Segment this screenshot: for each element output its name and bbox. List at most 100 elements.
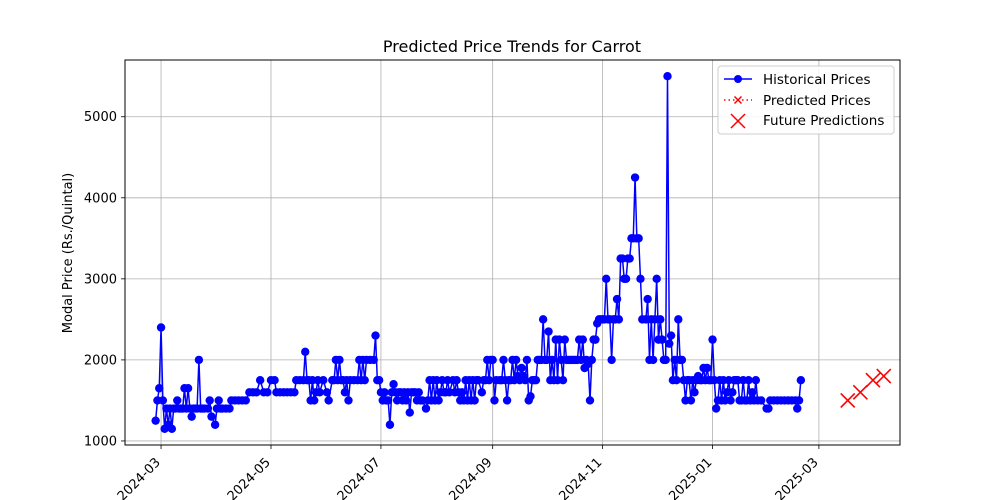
historical-price-point bbox=[255, 375, 265, 385]
historical-price-point bbox=[183, 384, 193, 393]
historical-price-point bbox=[686, 396, 696, 405]
legend-historical-marker bbox=[734, 75, 742, 83]
historical-price-point bbox=[621, 274, 631, 284]
historical-price-point bbox=[711, 404, 721, 413]
historical-price-point bbox=[796, 375, 806, 385]
historical-price-point bbox=[214, 396, 223, 405]
historical-price-point bbox=[434, 396, 443, 405]
historical-price-point bbox=[511, 355, 521, 365]
historical-price-point bbox=[677, 355, 687, 365]
historical-price-point bbox=[457, 388, 467, 397]
y-tick-label: 2000 bbox=[84, 353, 117, 368]
historical-price-point bbox=[607, 355, 616, 365]
future-layer bbox=[840, 368, 892, 408]
historical-price-point bbox=[744, 375, 753, 385]
historical-price-point bbox=[726, 396, 735, 405]
historical-price-point bbox=[625, 254, 634, 263]
historical-price-point bbox=[322, 388, 332, 397]
historical-price-point bbox=[167, 424, 177, 433]
historical-price-point bbox=[520, 375, 530, 385]
historical-price-point bbox=[585, 396, 595, 405]
future-prediction-marker bbox=[876, 368, 892, 384]
historical-price-point bbox=[421, 404, 431, 413]
grid-lines bbox=[125, 60, 900, 445]
historical-price-point bbox=[414, 388, 423, 397]
future-prediction-marker bbox=[865, 372, 881, 388]
historical-price-point bbox=[558, 375, 568, 385]
historical-price-point bbox=[263, 388, 272, 397]
historical-price-point bbox=[665, 339, 674, 348]
historical-price-point bbox=[380, 388, 389, 397]
historical-price-point bbox=[360, 375, 369, 385]
historical-price-point bbox=[499, 355, 508, 365]
historical-price-point bbox=[672, 375, 681, 385]
historical-price-point bbox=[643, 294, 652, 304]
historical-price-point bbox=[614, 315, 624, 324]
historical-price-point bbox=[371, 331, 380, 340]
historical-price-point bbox=[173, 396, 182, 405]
historical-price-point bbox=[335, 355, 344, 365]
historical-price-point bbox=[389, 380, 398, 389]
historical-price-point bbox=[484, 375, 494, 385]
historical-price-point bbox=[151, 416, 160, 425]
historical-price-point bbox=[374, 375, 384, 385]
historical-price-point bbox=[156, 323, 166, 332]
historical-price-point bbox=[657, 335, 667, 344]
historical-price-point bbox=[205, 396, 214, 405]
legend: Historical Prices Predicted Prices Futur… bbox=[717, 65, 895, 135]
legend-predicted-label: Predicted Prices bbox=[763, 93, 871, 109]
historical-price-point bbox=[522, 355, 532, 365]
historical-price-point bbox=[663, 72, 672, 81]
historical-price-point bbox=[517, 363, 526, 373]
historical-price-point bbox=[674, 315, 683, 324]
y-tick-label: 1000 bbox=[84, 434, 117, 449]
historical-price-point bbox=[661, 355, 670, 365]
historical-price-point bbox=[344, 396, 353, 405]
historical-price-point bbox=[210, 420, 220, 429]
historical-price-point bbox=[764, 404, 773, 413]
historical-price-point bbox=[794, 396, 804, 405]
historical-price-point bbox=[315, 388, 324, 397]
historical-price-point bbox=[194, 355, 204, 365]
legend-predicted-marker bbox=[733, 95, 743, 105]
historical-price-point bbox=[310, 396, 319, 405]
y-tick-label: 4000 bbox=[84, 191, 117, 206]
historical-price-point bbox=[560, 335, 569, 344]
historical-price-point bbox=[587, 355, 596, 365]
plot-area-frame bbox=[124, 59, 901, 446]
historical-price-point bbox=[544, 327, 553, 336]
historical-price-point bbox=[241, 396, 250, 405]
historical-price-point bbox=[793, 404, 802, 413]
historical-price-point bbox=[369, 355, 378, 365]
historical-price-point bbox=[319, 375, 328, 385]
legend-future-label: Future Predictions bbox=[763, 113, 884, 129]
historical-price-point bbox=[630, 173, 640, 182]
historical-price-point bbox=[666, 331, 676, 340]
historical-price-point bbox=[225, 404, 234, 413]
historical-price-point bbox=[612, 294, 622, 304]
historical-price-point bbox=[270, 375, 279, 385]
historical-price-point bbox=[290, 388, 299, 397]
chart-title: Predicted Price Trends for Carrot bbox=[383, 37, 641, 56]
historical-price-point bbox=[490, 396, 499, 405]
historical-price-point bbox=[401, 396, 411, 405]
historical-price-point bbox=[385, 420, 395, 429]
future-prediction-marker bbox=[852, 384, 868, 400]
historical-price-point bbox=[702, 363, 712, 373]
historical-price-point bbox=[634, 234, 643, 243]
historical-price-point bbox=[757, 396, 766, 405]
y-tick-label: 5000 bbox=[84, 110, 117, 125]
historical-price-point bbox=[488, 355, 497, 365]
historical-price-point bbox=[452, 375, 461, 385]
historical-price-point bbox=[477, 388, 487, 397]
historical-price-point bbox=[547, 355, 557, 365]
historical-price-point bbox=[602, 274, 611, 284]
historical-price-point bbox=[636, 274, 645, 284]
series-layer bbox=[151, 72, 806, 433]
future-prediction-marker bbox=[840, 392, 856, 408]
historical-price-point bbox=[728, 388, 737, 397]
historical-price-point bbox=[405, 408, 414, 417]
historical-price-point bbox=[591, 335, 600, 344]
historical-price-point bbox=[502, 396, 512, 405]
